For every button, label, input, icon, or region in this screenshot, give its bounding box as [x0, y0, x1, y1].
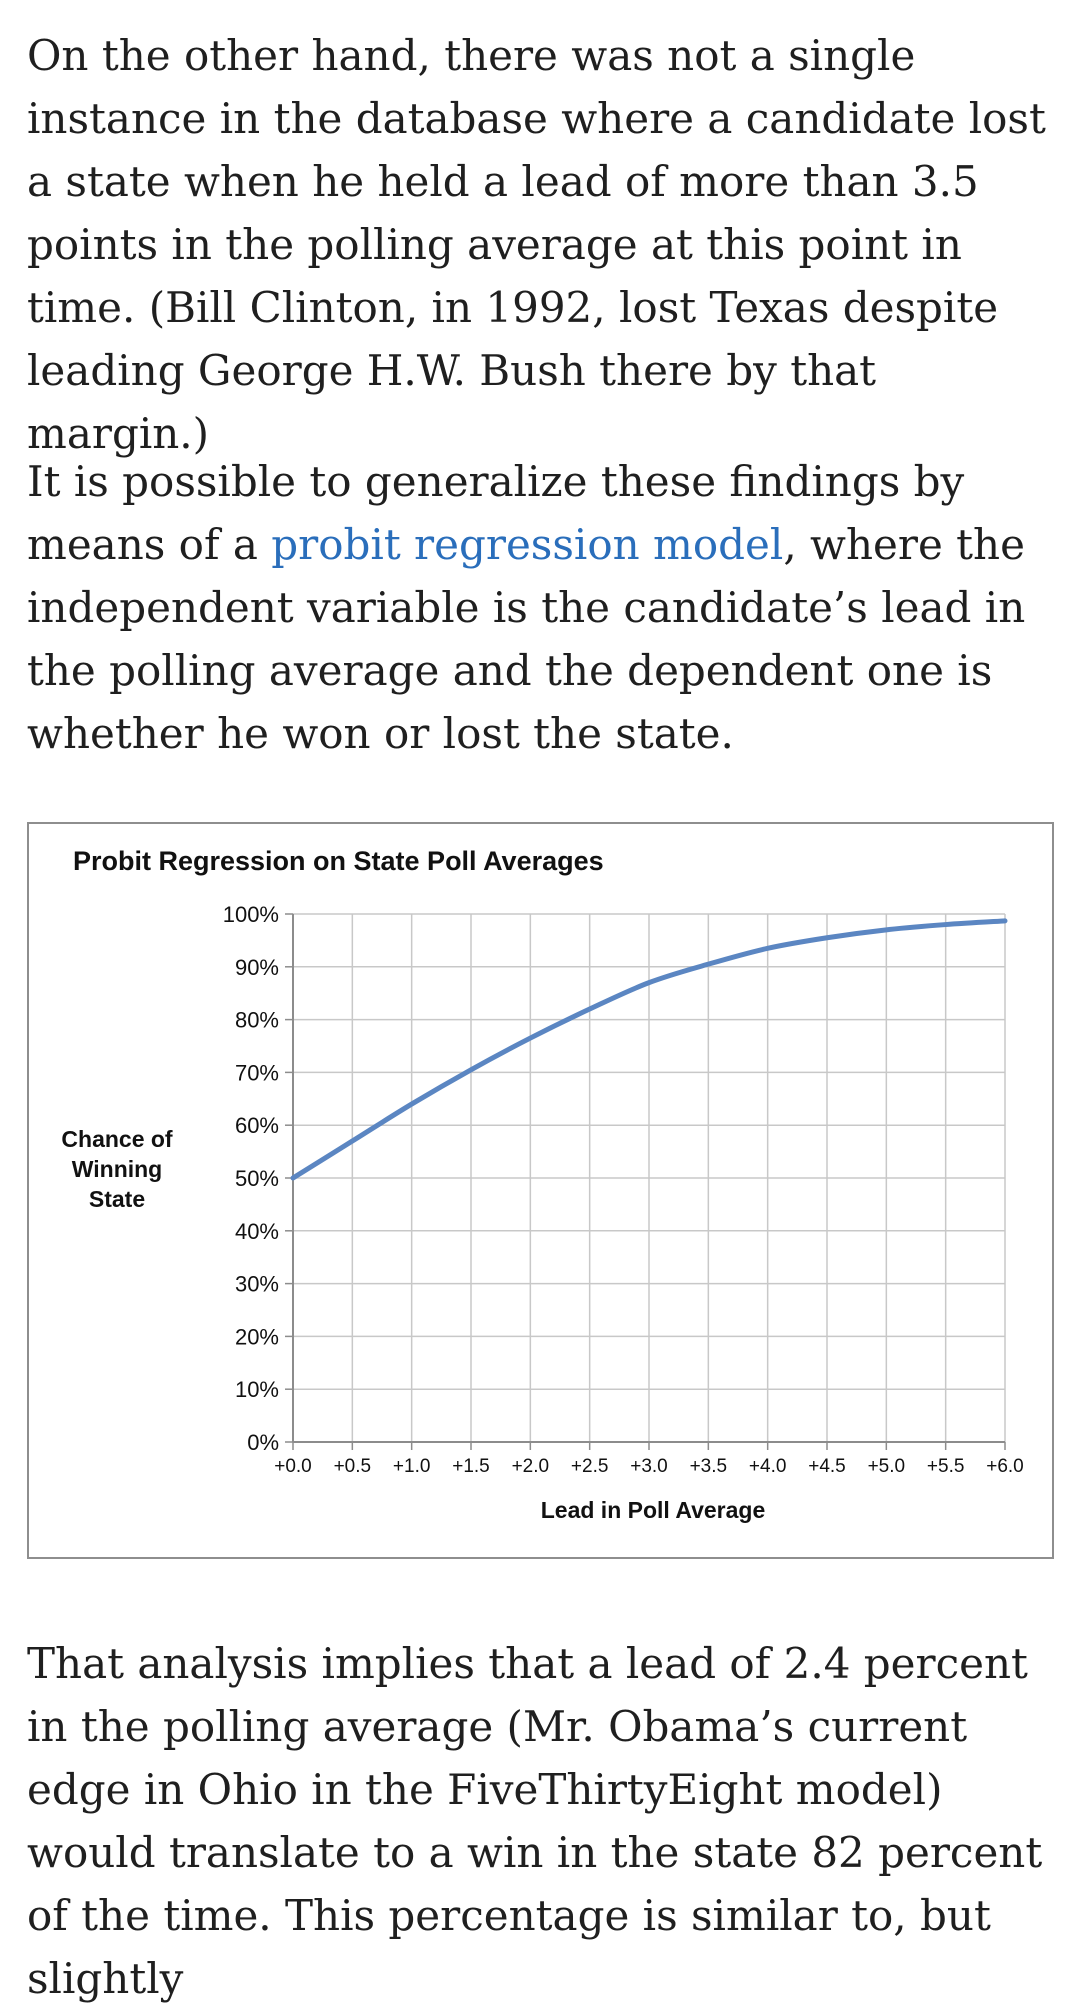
y-tick-label: 40% [235, 1219, 279, 1244]
probit-regression-chart: Probit Regression on State Poll Averages… [27, 822, 1054, 1559]
x-tick-label: +2.5 [571, 1456, 609, 1477]
paragraph-2-text-before-link: It is possible to generalize these findi… [27, 457, 965, 569]
x-tick-label: +5.5 [927, 1456, 965, 1477]
y-axis-label-line-1: Chance of [61, 1126, 173, 1152]
y-tick-label: 0% [247, 1430, 279, 1455]
chart-series [290, 918, 1008, 1181]
series-line [290, 918, 1008, 1181]
y-tick-label: 70% [235, 1060, 279, 1085]
y-tick-label: 100% [223, 902, 279, 927]
y-tick-label: 80% [235, 1008, 279, 1033]
x-tick-label: +6.0 [986, 1456, 1024, 1477]
x-tick-label: +1.0 [393, 1456, 431, 1477]
article-paragraph-3: That analysis implies that a lead of 2.4… [27, 1639, 1043, 2003]
x-axis-tick-labels: +0.0 +0.5 +1.0 +1.5 +2.0 +2.5 +3.0 +3.5 +4.0 +4.5… [274, 1456, 1024, 1477]
y-axis-label-line-2: Winning [72, 1156, 162, 1182]
chart-axes [285, 913, 1006, 1450]
chart-gridlines [292, 913, 1006, 1443]
x-tick-label: +0.0 [274, 1456, 312, 1477]
x-tick-label: +2.0 [512, 1456, 550, 1477]
x-tick-label: +3.5 [690, 1456, 728, 1477]
probit-regression-model-link[interactable]: probit regression model [271, 520, 784, 569]
y-tick-label: 10% [235, 1377, 279, 1402]
x-tick-label: +4.0 [749, 1456, 787, 1477]
y-tick-label: 90% [235, 955, 279, 980]
chart-title: Probit Regression on State Poll Averages [73, 846, 604, 876]
x-tick-label: +5.0 [868, 1456, 906, 1477]
x-tick-label: +0.5 [334, 1456, 372, 1477]
x-tick-label: +3.0 [630, 1456, 668, 1477]
article-paragraph-1: On the other hand, there was not a singl… [27, 31, 1046, 458]
paragraph-2-text-after-link: , where the independent variable is the … [27, 520, 1026, 758]
x-tick-label: +1.5 [452, 1456, 490, 1477]
y-tick-label: 50% [235, 1166, 279, 1191]
y-tick-label: 20% [235, 1324, 279, 1349]
y-axis-tick-labels: 100% 90% 80% 70% 60% 50% 40% 30% 20% 10% 0% [223, 902, 279, 1455]
y-tick-label: 60% [235, 1113, 279, 1138]
article-paragraph-2: It is possible to generalize these findi… [27, 450, 1057, 765]
y-axis-label-line-3: State [89, 1186, 145, 1212]
x-tick-label: +4.5 [808, 1456, 846, 1477]
chart-svg: Probit Regression on State Poll Averages… [61, 846, 1024, 1523]
y-tick-label: 30% [235, 1272, 279, 1297]
x-axis-label: Lead in Poll Average [541, 1497, 766, 1523]
